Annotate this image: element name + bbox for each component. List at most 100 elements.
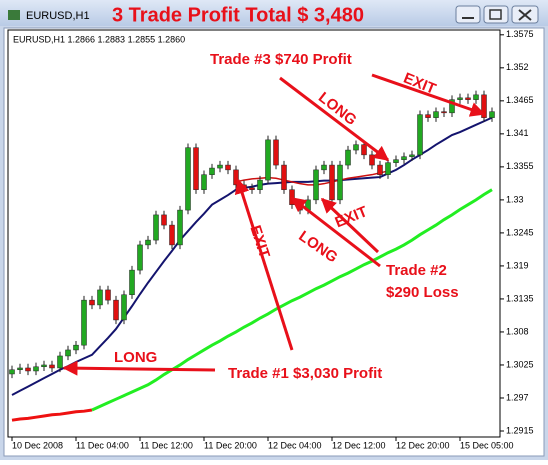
candle-body bbox=[409, 154, 415, 157]
y-tick-label: 1.3355 bbox=[506, 161, 534, 171]
y-tick-label: 1.3245 bbox=[506, 227, 534, 237]
chart-label: EURUSD,H1 1.2866 1.2883 1.2855 1.2860 bbox=[13, 34, 185, 44]
candle-body bbox=[377, 164, 383, 175]
candle-body bbox=[33, 366, 39, 372]
candle-body bbox=[385, 162, 391, 175]
indicator-line bbox=[91, 188, 493, 412]
candle-body bbox=[265, 139, 271, 181]
candle-body bbox=[393, 159, 399, 163]
candle-body bbox=[97, 289, 103, 306]
x-tick-label: 11 Dec 04:00 bbox=[76, 440, 129, 450]
candle-body bbox=[417, 114, 423, 156]
arrow bbox=[371, 73, 486, 117]
candle-body bbox=[137, 244, 143, 271]
candle-body bbox=[401, 156, 407, 160]
candle-body bbox=[361, 144, 367, 156]
annotation: $290 Loss bbox=[386, 284, 459, 301]
window-title: EURUSD,H1 bbox=[26, 10, 90, 22]
candle-body bbox=[9, 369, 15, 375]
candle-body bbox=[337, 164, 343, 201]
candle-body bbox=[89, 299, 95, 306]
candle-body bbox=[65, 349, 71, 357]
x-tick-label: 11 Dec 12:00 bbox=[140, 440, 193, 450]
annotation: LONG bbox=[114, 349, 157, 366]
y-tick-label: 1.2915 bbox=[506, 425, 534, 435]
indicator-line bbox=[235, 170, 389, 186]
candle-body bbox=[313, 169, 319, 201]
arrow bbox=[320, 197, 380, 254]
x-tick-label: 15 Dec 05:00 bbox=[460, 440, 514, 450]
candle-body bbox=[425, 114, 431, 118]
candle-body bbox=[113, 299, 119, 321]
candle-body bbox=[433, 111, 439, 118]
candle-body bbox=[281, 164, 287, 190]
y-tick-label: 1.341 bbox=[506, 128, 529, 138]
arrow bbox=[62, 360, 216, 376]
candle-body bbox=[465, 97, 471, 100]
candle-body bbox=[41, 364, 47, 368]
candle-body bbox=[161, 214, 167, 226]
candle-body bbox=[49, 364, 55, 369]
y-tick-label: 1.308 bbox=[506, 326, 529, 336]
candle-body bbox=[81, 299, 87, 346]
arrow bbox=[279, 76, 390, 162]
y-tick-label: 1.3025 bbox=[506, 359, 534, 369]
candle-body bbox=[449, 99, 455, 114]
candle-body bbox=[257, 179, 263, 190]
y-tick-label: 1.319 bbox=[506, 260, 529, 270]
candle-body bbox=[225, 164, 231, 171]
arrow bbox=[234, 178, 294, 351]
candle-body bbox=[273, 139, 279, 166]
maximize-button[interactable] bbox=[483, 5, 509, 24]
indicator-line bbox=[11, 408, 93, 422]
candle-body bbox=[153, 214, 159, 241]
x-tick-label: 11 Dec 20:00 bbox=[204, 440, 257, 450]
y-tick-label: 1.3135 bbox=[506, 293, 534, 303]
minimize-button[interactable] bbox=[455, 5, 481, 24]
candle-body bbox=[473, 94, 479, 100]
candle-body bbox=[217, 164, 223, 169]
annotation: Trade #1 $3,030 Profit bbox=[228, 365, 382, 382]
candle-body bbox=[193, 147, 199, 190]
candle-body bbox=[201, 174, 207, 190]
candle-body bbox=[249, 187, 255, 190]
candle-body bbox=[121, 294, 127, 321]
x-tick-label: 12 Dec 04:00 bbox=[268, 440, 322, 450]
annotation: Trade #3 $740 Profit bbox=[210, 51, 352, 68]
candle-body bbox=[457, 97, 463, 100]
y-tick-label: 1.352 bbox=[506, 62, 529, 72]
window-icon bbox=[8, 10, 20, 20]
candle-body bbox=[441, 111, 447, 114]
candle-body bbox=[185, 147, 191, 211]
arrow bbox=[290, 196, 381, 268]
x-tick-label: 12 Dec 12:00 bbox=[332, 440, 386, 450]
x-tick-label: 12 Dec 20:00 bbox=[396, 440, 450, 450]
y-tick-label: 1.3575 bbox=[506, 29, 534, 39]
chart-title: 3 Trade Profit Total $ 3,480 bbox=[112, 4, 364, 26]
candle-body bbox=[329, 164, 335, 201]
candle-body bbox=[289, 189, 295, 205]
annotation: Trade #2 bbox=[386, 262, 447, 279]
y-tick-label: 1.33 bbox=[506, 194, 524, 204]
candle-body bbox=[241, 184, 247, 189]
candle-body bbox=[145, 239, 151, 246]
candle-body bbox=[489, 111, 495, 118]
candle-body bbox=[57, 355, 63, 369]
candle-body bbox=[73, 344, 79, 351]
candle-body bbox=[353, 144, 359, 151]
candle-body bbox=[105, 289, 111, 301]
x-tick-label: 10 Dec 2008 bbox=[12, 440, 63, 450]
candle-body bbox=[25, 367, 31, 372]
candle-body bbox=[169, 224, 175, 246]
candle-body bbox=[321, 164, 327, 171]
candle-body bbox=[177, 209, 183, 246]
y-tick-label: 1.3465 bbox=[506, 95, 534, 105]
candle-body bbox=[209, 167, 215, 175]
plot: 1.2915 1.297 1.3025 1.308 1.3135 1.319 1.3245 1… bbox=[9, 29, 534, 450]
candle-body bbox=[129, 269, 135, 295]
window-buttons[interactable] bbox=[455, 5, 539, 24]
candle-body bbox=[345, 149, 351, 166]
candle-body bbox=[17, 367, 23, 371]
candle-body bbox=[369, 154, 375, 166]
